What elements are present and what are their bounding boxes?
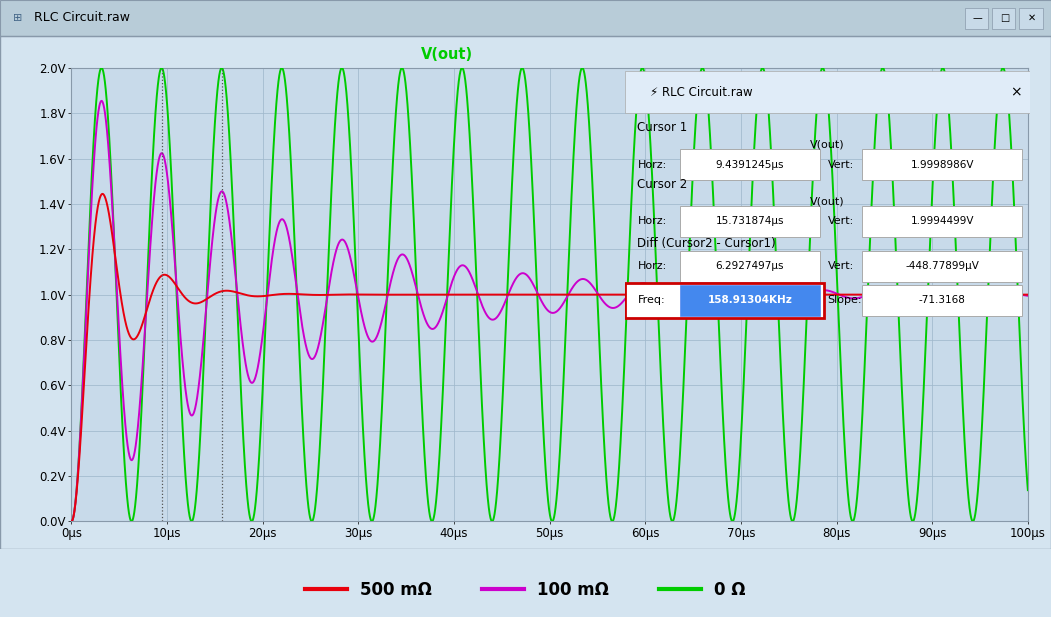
- Text: ⊞: ⊞: [13, 12, 22, 23]
- Text: 158.91304KHz: 158.91304KHz: [707, 296, 792, 305]
- Text: ✕: ✕: [1028, 13, 1036, 23]
- FancyBboxPatch shape: [680, 206, 820, 237]
- Text: Vert:: Vert:: [828, 261, 853, 271]
- Legend: 500 mΩ, 100 mΩ, 0 Ω: 500 mΩ, 100 mΩ, 0 Ω: [298, 574, 753, 605]
- Text: □: □: [1001, 13, 1009, 23]
- Text: —: —: [972, 13, 983, 23]
- FancyBboxPatch shape: [992, 7, 1015, 28]
- Text: 6.2927497µs: 6.2927497µs: [716, 261, 784, 271]
- Text: ×: ×: [1010, 85, 1022, 99]
- Text: -71.3168: -71.3168: [919, 296, 966, 305]
- FancyBboxPatch shape: [965, 7, 988, 28]
- Text: Vert:: Vert:: [828, 160, 853, 170]
- Text: Diff (Cursor2 - Cursor1): Diff (Cursor2 - Cursor1): [638, 237, 776, 250]
- FancyBboxPatch shape: [625, 71, 1030, 113]
- Text: 1.9994499V: 1.9994499V: [910, 217, 974, 226]
- FancyBboxPatch shape: [862, 251, 1022, 282]
- FancyBboxPatch shape: [862, 285, 1022, 316]
- Text: RLC Circuit.raw: RLC Circuit.raw: [34, 11, 129, 24]
- Text: ⚡ RLC Circuit.raw: ⚡ RLC Circuit.raw: [650, 86, 753, 99]
- FancyBboxPatch shape: [862, 206, 1022, 237]
- Text: Horz:: Horz:: [638, 160, 666, 170]
- Text: Cursor 1: Cursor 1: [638, 122, 687, 135]
- Text: -448.77899µV: -448.77899µV: [905, 261, 980, 271]
- Text: Vert:: Vert:: [828, 217, 853, 226]
- Text: 9.4391245µs: 9.4391245µs: [716, 160, 784, 170]
- FancyBboxPatch shape: [1019, 7, 1043, 28]
- FancyBboxPatch shape: [680, 285, 820, 316]
- Text: V(out): V(out): [810, 196, 845, 206]
- Text: Cursor 2: Cursor 2: [638, 178, 687, 191]
- FancyBboxPatch shape: [862, 149, 1022, 180]
- Text: V(out): V(out): [420, 48, 473, 62]
- Text: V(out): V(out): [810, 139, 845, 149]
- Text: Horz:: Horz:: [638, 217, 666, 226]
- Text: Horz:: Horz:: [638, 261, 666, 271]
- FancyBboxPatch shape: [625, 283, 824, 318]
- FancyBboxPatch shape: [680, 251, 820, 282]
- Text: 15.731874µs: 15.731874µs: [716, 217, 784, 226]
- FancyBboxPatch shape: [0, 0, 1051, 36]
- FancyBboxPatch shape: [680, 149, 820, 180]
- Text: Slope:: Slope:: [828, 296, 862, 305]
- Text: Freq:: Freq:: [638, 296, 665, 305]
- Text: 1.9998986V: 1.9998986V: [910, 160, 974, 170]
